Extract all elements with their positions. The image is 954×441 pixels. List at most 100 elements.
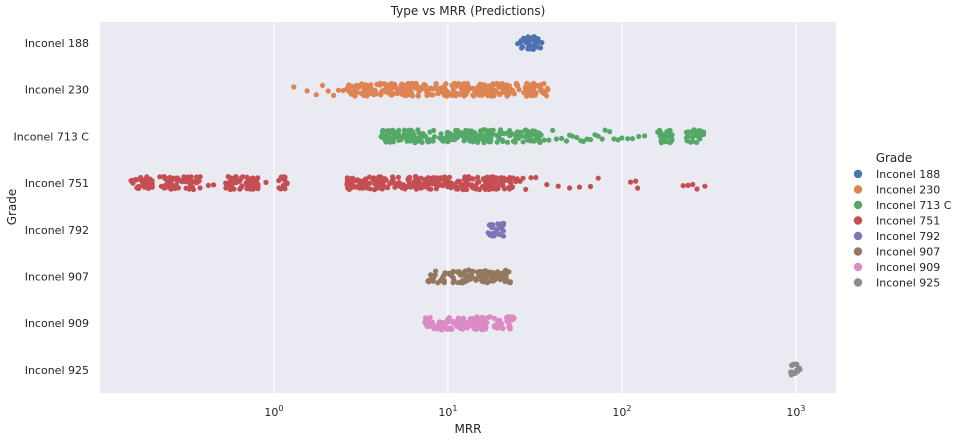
data-point	[684, 135, 690, 141]
data-point	[477, 268, 483, 275]
data-point	[424, 320, 430, 326]
data-point	[505, 129, 511, 135]
data-point	[278, 175, 284, 181]
data-point	[450, 87, 456, 93]
data-point	[403, 134, 409, 140]
data-point	[437, 87, 443, 93]
data-point	[470, 268, 476, 274]
data-point	[408, 134, 414, 140]
data-point	[550, 127, 556, 133]
data-point	[483, 324, 489, 330]
data-point	[691, 127, 697, 133]
data-point	[523, 186, 529, 192]
data-point	[378, 89, 384, 95]
data-point	[390, 180, 396, 186]
data-point	[522, 127, 529, 133]
data-point	[476, 179, 482, 185]
data-point	[512, 139, 518, 145]
x-tick-base: 10	[612, 406, 626, 419]
x-tick-base: 10	[264, 406, 278, 419]
data-point	[455, 280, 461, 286]
data-point	[527, 46, 533, 52]
data-point	[239, 183, 245, 189]
data-point	[407, 174, 413, 180]
x-axis-title: MRR	[454, 422, 481, 436]
data-point	[371, 89, 377, 95]
data-point	[467, 316, 473, 322]
data-point	[263, 179, 269, 185]
data-point	[474, 319, 480, 325]
y-tick-label-7: Inconel 925	[25, 364, 89, 377]
x-tick-exponent: 1	[452, 404, 457, 413]
data-point	[444, 93, 450, 99]
points-layer	[128, 34, 803, 378]
data-point	[635, 185, 641, 191]
data-point	[348, 91, 354, 97]
data-point	[477, 84, 483, 90]
data-point	[461, 92, 468, 98]
data-point	[481, 85, 487, 92]
legend-label-0: Inconel 188	[876, 168, 940, 181]
data-point	[472, 86, 478, 92]
data-point	[392, 184, 398, 190]
data-point	[405, 90, 411, 97]
data-point	[508, 180, 514, 186]
data-point	[515, 41, 521, 47]
data-point	[468, 323, 474, 329]
data-point	[492, 232, 498, 238]
data-point	[459, 270, 465, 276]
data-point	[460, 186, 466, 192]
data-point	[476, 187, 482, 193]
data-point	[476, 133, 482, 139]
data-point	[190, 186, 197, 193]
data-point	[398, 83, 404, 90]
legend-marker-0	[853, 169, 863, 179]
data-point	[386, 87, 392, 93]
data-point	[391, 128, 397, 135]
data-point	[533, 174, 539, 181]
data-point	[633, 178, 639, 184]
x-tick-exponent: 3	[800, 404, 805, 413]
data-point	[690, 181, 696, 188]
data-point	[690, 138, 696, 145]
legend-label-1: Inconel 230	[876, 184, 940, 197]
legend-marker-3	[853, 216, 863, 225]
data-point	[520, 175, 526, 181]
data-point	[395, 174, 401, 180]
data-point	[371, 187, 377, 193]
data-point	[499, 326, 505, 332]
data-point	[531, 34, 537, 40]
x-tick-label-2: 102	[612, 404, 631, 419]
series-1	[291, 80, 551, 99]
data-point	[304, 88, 310, 94]
data-point	[385, 128, 391, 134]
series-6	[422, 314, 517, 333]
data-point	[280, 182, 286, 188]
y-tick-labels: Inconel 188 Inconel 230 Inconel 713 C Incon…	[14, 37, 90, 377]
data-point	[506, 186, 513, 192]
data-point	[438, 327, 444, 333]
data-point	[611, 136, 617, 142]
data-point	[364, 185, 370, 191]
data-point	[437, 135, 443, 141]
data-point	[669, 137, 675, 143]
data-point	[479, 314, 485, 320]
data-point	[506, 91, 512, 97]
data-point	[415, 93, 421, 99]
data-point	[244, 186, 250, 192]
data-point	[168, 186, 174, 192]
data-point	[419, 139, 425, 145]
data-point	[689, 134, 696, 140]
data-point	[482, 90, 488, 96]
data-point	[422, 82, 428, 88]
data-point	[474, 275, 480, 281]
data-point	[503, 267, 509, 273]
data-point	[574, 134, 580, 141]
data-point	[488, 174, 494, 180]
data-point	[489, 183, 495, 189]
data-point	[408, 127, 414, 133]
data-point	[149, 178, 155, 184]
data-point	[520, 139, 526, 145]
data-point	[493, 175, 499, 181]
